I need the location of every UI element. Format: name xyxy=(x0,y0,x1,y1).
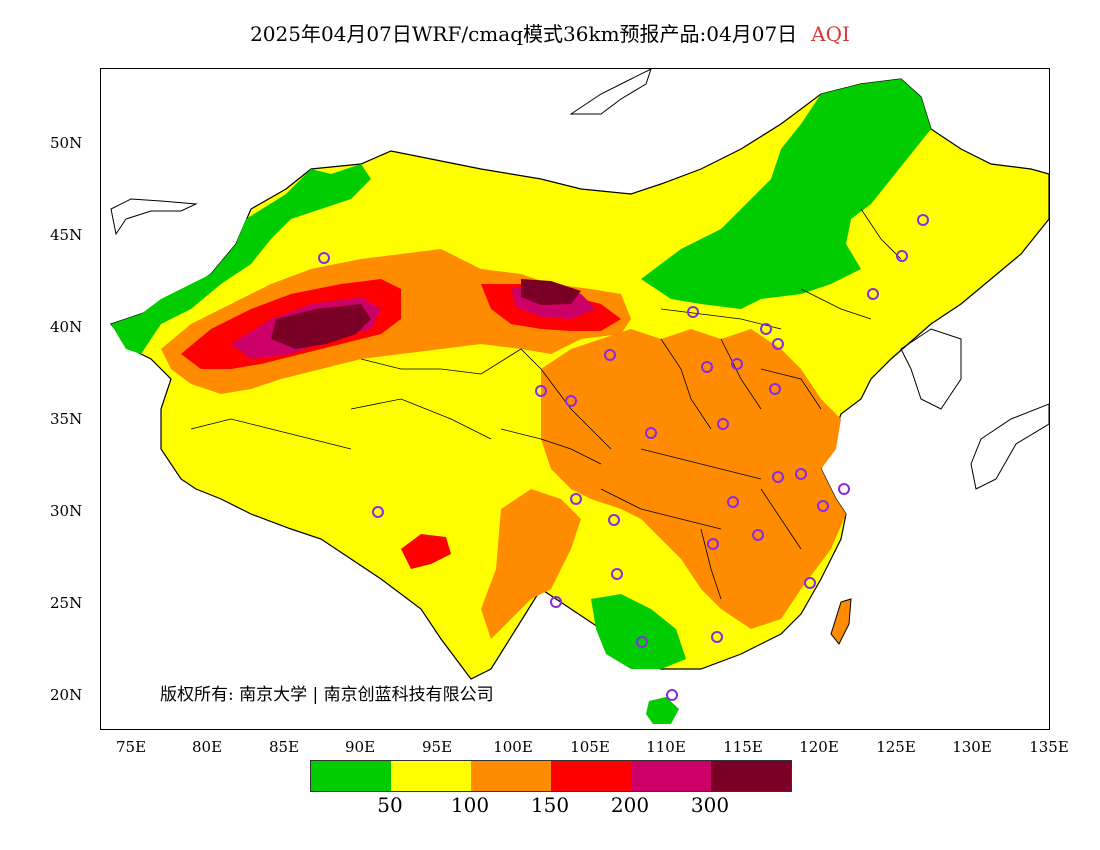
map-panel[interactable] xyxy=(100,68,1050,730)
region-hazardous-gansu xyxy=(521,279,581,305)
station-marker xyxy=(772,338,784,350)
product-label: AQI xyxy=(811,22,850,46)
region-good-northeast xyxy=(641,79,931,309)
legend-swatch-good xyxy=(311,761,391,791)
lon-tick-label: 110E xyxy=(646,738,686,756)
legend-label: 50 xyxy=(377,793,403,817)
lon-tick-label: 115E xyxy=(723,738,763,756)
legend-swatch-unhealthy xyxy=(551,761,631,791)
station-marker xyxy=(611,568,623,580)
station-marker xyxy=(795,468,807,480)
station-marker xyxy=(731,358,743,370)
region-good-northwest xyxy=(111,164,371,354)
legend-swatch-sensitive xyxy=(471,761,551,791)
copyright-text: 版权所有: 南京大学 | 南京创蓝科技有限公司 xyxy=(160,685,494,705)
lat-tick-label: 50N xyxy=(50,134,83,152)
legend-label: 150 xyxy=(530,793,570,817)
station-marker xyxy=(727,496,739,508)
lon-tick-label: 90E xyxy=(344,738,376,756)
station-markers xyxy=(318,214,929,701)
station-marker xyxy=(804,577,816,589)
lon-tick-label: 130E xyxy=(952,738,992,756)
lon-tick-label: 95E xyxy=(421,738,453,756)
lon-tick-label: 75E xyxy=(115,738,147,756)
map-title: 2025年04月07日WRF/cmaq模式36km预报产品:04月07日 AQI xyxy=(0,18,1100,47)
region-hazardous-tarim xyxy=(271,304,371,349)
station-marker xyxy=(772,471,784,483)
lat-tick-label: 40N xyxy=(50,318,83,336)
lon-tick-label: 80E xyxy=(191,738,223,756)
legend-swatch-moderate xyxy=(391,761,471,791)
coastline-lake-baikal xyxy=(569,69,652,115)
station-marker xyxy=(687,306,699,318)
aqi-legend-bar xyxy=(310,760,792,792)
legend-swatch-hazardous xyxy=(711,761,791,791)
station-marker xyxy=(608,514,620,526)
coastline-caspian xyxy=(110,198,198,236)
coastline-japan xyxy=(970,403,1049,490)
lat-tick-label: 25N xyxy=(50,594,83,612)
coastline-korea-japan xyxy=(900,328,962,410)
title-text: 2025年04月07日WRF/cmaq模式36km预报产品:04月07日 xyxy=(250,22,798,46)
station-marker xyxy=(769,383,781,395)
station-marker xyxy=(707,538,719,550)
region-unhealthy-tibet-south xyxy=(401,534,451,569)
region-good-hainan xyxy=(646,697,679,724)
lat-tick-label: 30N xyxy=(50,502,83,520)
station-marker xyxy=(838,483,850,495)
lon-tick-label: 135E xyxy=(1029,738,1069,756)
station-marker xyxy=(604,349,616,361)
station-marker xyxy=(636,636,648,648)
station-marker xyxy=(752,529,764,541)
legend-label: 300 xyxy=(690,793,730,817)
province-boundaries xyxy=(190,208,902,600)
legend-label: 200 xyxy=(610,793,650,817)
region-sensitive-taiwan xyxy=(830,598,852,645)
station-marker xyxy=(917,214,929,226)
lon-tick-label: 125E xyxy=(876,738,916,756)
station-marker xyxy=(701,361,713,373)
station-marker xyxy=(535,385,547,397)
legend-label: 100 xyxy=(450,793,490,817)
station-marker xyxy=(318,252,330,264)
region-good-south xyxy=(591,594,686,669)
region-sensitive-southwest xyxy=(481,489,581,639)
lon-tick-label: 120E xyxy=(799,738,839,756)
station-marker xyxy=(565,395,577,407)
lon-tick-label: 105E xyxy=(570,738,610,756)
legend-swatch-very-unhealthy xyxy=(631,761,711,791)
lat-tick-label: 20N xyxy=(50,686,83,704)
station-marker xyxy=(760,323,772,335)
station-marker xyxy=(896,250,908,262)
station-marker xyxy=(666,689,678,701)
aqi-map xyxy=(109,69,1049,724)
lat-tick-label: 35N xyxy=(50,410,83,428)
region-sensitive-central xyxy=(541,329,846,629)
station-marker xyxy=(717,418,729,430)
lon-tick-label: 100E xyxy=(493,738,533,756)
station-marker xyxy=(817,500,829,512)
station-marker xyxy=(372,506,384,518)
station-marker xyxy=(645,427,657,439)
station-marker xyxy=(711,631,723,643)
station-marker xyxy=(570,493,582,505)
station-marker xyxy=(550,596,562,608)
lat-tick-label: 45N xyxy=(50,226,83,244)
station-marker xyxy=(867,288,879,300)
lon-tick-label: 85E xyxy=(268,738,300,756)
